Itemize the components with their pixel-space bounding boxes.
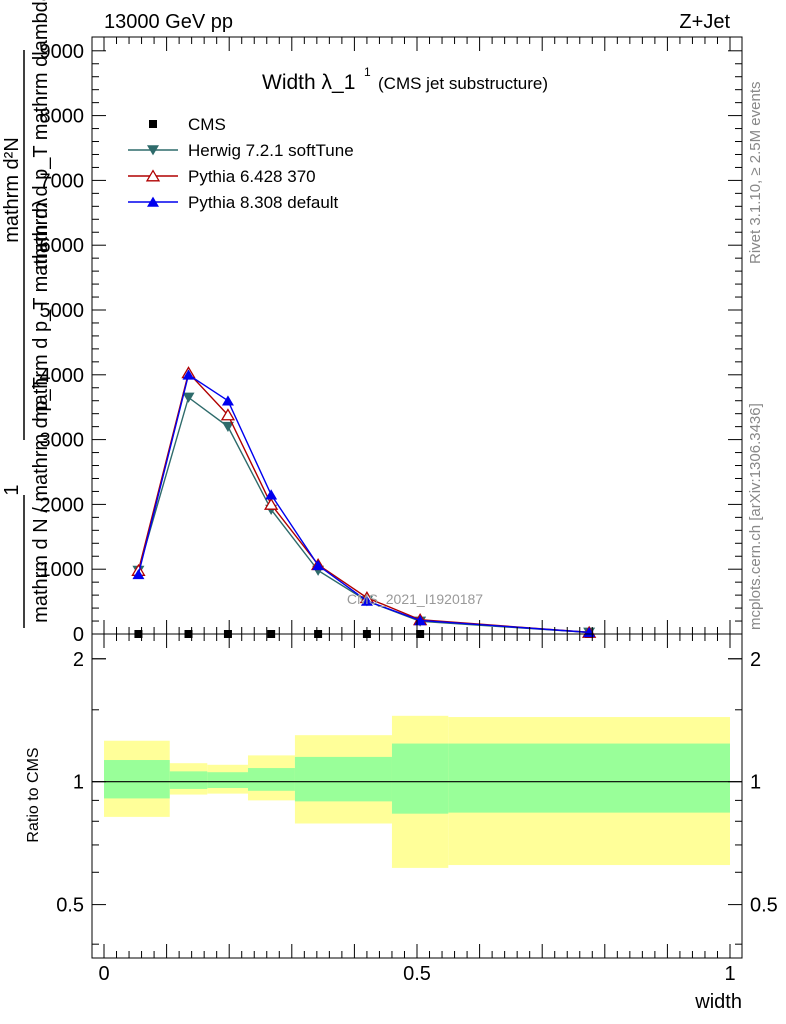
legend-item-pythia-6-428-370: Pythia 6.428 370 [128, 167, 316, 186]
mcplots-label: mcplots.cern.ch [arXiv:1306.3436] [747, 403, 764, 630]
ratio-y-tick-label-right: 0.5 [750, 895, 778, 917]
watermark: CMS_2021_I1920187 [347, 591, 483, 607]
x-tick-label: 0.5 [403, 963, 431, 985]
data-point-pythia-8-308-default [132, 568, 145, 580]
data-point-pythia-8-308-default [312, 559, 325, 571]
x-axis-label: width [694, 991, 742, 1013]
y-axis-label-ratio: Ratio to CMS [25, 747, 42, 842]
header-left: 13000 GeV pp [104, 11, 233, 33]
legend-marker [149, 120, 157, 128]
main-y-tick-label: 1000 [40, 559, 85, 581]
ratio-y-tick-label-right: 1 [750, 772, 761, 794]
legend-marker [145, 169, 161, 182]
data-point-pythia-8-308-default [360, 595, 373, 606]
legend-label: Herwig 7.2.1 softTune [188, 141, 354, 160]
ratio-inner-band-bin [207, 772, 248, 789]
legend-label: Pythia 6.428 370 [188, 167, 316, 186]
main-y-tick-label: 0 [73, 624, 84, 646]
legend-item-pythia-8-308-default: Pythia 8.308 default [128, 193, 339, 212]
main-y-tick-label: 8000 [40, 106, 85, 128]
main-y-tick-label: 7000 [40, 170, 85, 192]
data-point-pythia-8-308-default [221, 395, 234, 406]
y-axis-label-line: mathrm d p_T mathrm dλ [30, 198, 52, 422]
main-y-tick-label: 4000 [40, 365, 85, 387]
header-right: Z+Jet [679, 11, 730, 33]
main-y-tick-label: 9000 [40, 41, 85, 63]
legend-marker [147, 196, 159, 207]
main-y-tick-label: 3000 [40, 430, 85, 452]
y-axis-label-line: mathrm d²N [1, 137, 23, 243]
data-point-pythia-6-428-370 [220, 408, 236, 421]
ratio-inner-band-bin [294, 756, 392, 802]
data-point-pythia-6-428-370 [264, 497, 279, 510]
ratio-inner-band-bin [104, 760, 170, 799]
ratio-inner-band-bin [169, 771, 208, 789]
data-point-herwig-7-2-1-softtune [221, 421, 234, 433]
legend-item-herwig-7-2-1-softtune: Herwig 7.2.1 softTune [128, 141, 354, 160]
ratio-y-tick-label: 1 [73, 772, 84, 794]
y-axis-label-line: 1 [1, 484, 23, 495]
legend-item-cms: CMS [149, 115, 226, 134]
legend: CMS Herwig 7.2.1 softTune Pythia 6.428 370… [128, 115, 354, 212]
legend-marker [147, 145, 159, 156]
legend-label: CMS [188, 115, 226, 134]
ratio-bands [104, 715, 730, 868]
x-tick-label: 0 [98, 963, 109, 985]
legend-label: Pythia 8.308 default [188, 193, 339, 212]
y-axis-label-main: mathrm d²N mathrm d p_T mathrm dlambdamat… [1, 0, 52, 628]
ratio-inner-band-bin [448, 743, 730, 813]
main-y-tick-label: 6000 [40, 235, 85, 257]
ratio-y-tick-label: 0.5 [56, 895, 84, 917]
main-y-tick-label: 5000 [40, 300, 85, 322]
data-point-pythia-8-308-default [182, 369, 195, 380]
rivet-label: Rivet 3.1.10, ≥ 2.5M events [747, 82, 764, 265]
y-axis-label-line: mathrm d p_T mathrm dlambda [30, 0, 52, 270]
chart-subtitle: (CMS jet substructure) [378, 74, 548, 93]
ratio-y-tick-label: 2 [73, 649, 84, 671]
ratio-y-tick-label-right: 2 [750, 649, 761, 671]
x-tick-label: 1 [724, 963, 735, 985]
main-y-tick-label: 2000 [40, 494, 85, 516]
series-line-pythia-8-308-default [137, 373, 590, 634]
axes-layer: 0 1000 2000 3000 4000 5000 6000 7000 8000 9000 0 0.… [40, 36, 778, 985]
data-point-herwig-7-2-1-softtune [182, 392, 195, 403]
data-point-pythia-8-308-default [265, 489, 278, 500]
chart-title-superscript: 1 [364, 65, 371, 79]
series-line-herwig-7-2-1-softtune [137, 396, 590, 634]
ratio-inner-band-bin [247, 768, 295, 791]
ratio-inner-band-bin [391, 743, 449, 814]
y-axis-label-line: mathrm d N / mathrm d p_T [30, 377, 52, 623]
chart-title: Width λ_1 [262, 71, 355, 94]
